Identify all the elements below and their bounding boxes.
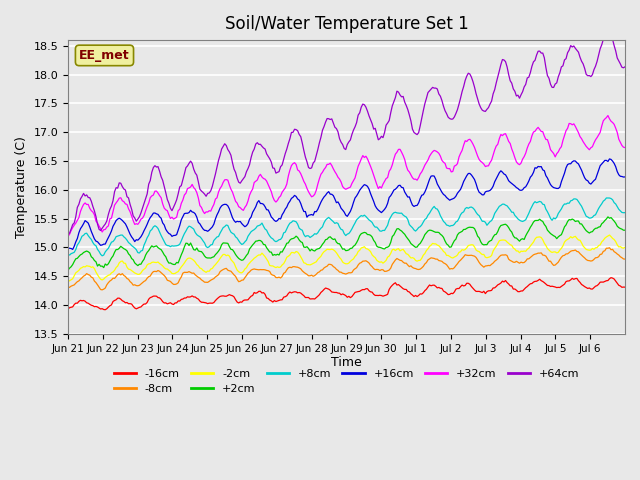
Line: +16cm: +16cm <box>68 159 625 250</box>
+64cm <box>621 64 629 70</box>
-2cm <box>308 262 316 267</box>
+8cm <box>232 234 239 240</box>
-8cm <box>232 274 239 279</box>
+2cm <box>308 246 316 252</box>
+2cm <box>590 227 598 232</box>
+2cm <box>258 239 266 245</box>
-8cm <box>605 245 613 251</box>
X-axis label: Time: Time <box>331 356 362 369</box>
Line: -2cm: -2cm <box>68 235 625 282</box>
-16cm <box>232 297 239 302</box>
+16cm <box>134 237 141 243</box>
+64cm <box>132 218 140 224</box>
+16cm <box>232 219 239 225</box>
+32cm <box>64 233 72 239</box>
-8cm <box>134 283 141 288</box>
Legend: -16cm, -8cm, -2cm, +2cm, +8cm, +16cm, +32cm, +64cm: -16cm, -8cm, -2cm, +2cm, +8cm, +16cm, +3… <box>109 364 584 399</box>
-8cm <box>592 255 600 261</box>
-8cm <box>250 266 258 272</box>
-16cm <box>101 307 109 312</box>
+64cm <box>590 67 598 72</box>
+32cm <box>132 221 140 227</box>
Y-axis label: Temperature (C): Temperature (C) <box>15 136 28 238</box>
+8cm <box>309 232 317 238</box>
+2cm <box>604 214 612 220</box>
+64cm <box>258 144 266 149</box>
+32cm <box>604 113 612 119</box>
+32cm <box>308 194 316 200</box>
-16cm <box>309 296 317 301</box>
+32cm <box>258 174 266 180</box>
+8cm <box>260 223 268 229</box>
+2cm <box>249 242 257 248</box>
Line: +64cm: +64cm <box>68 31 625 234</box>
-2cm <box>249 257 257 263</box>
Text: EE_met: EE_met <box>79 49 130 62</box>
+2cm <box>230 249 238 255</box>
+8cm <box>64 252 72 257</box>
-8cm <box>99 287 106 293</box>
-16cm <box>250 289 258 295</box>
-2cm <box>132 271 140 276</box>
+16cm <box>69 247 77 252</box>
+16cm <box>309 212 317 218</box>
Title: Soil/Water Temperature Set 1: Soil/Water Temperature Set 1 <box>225 15 468 33</box>
-2cm <box>64 279 72 285</box>
Line: -16cm: -16cm <box>68 277 625 310</box>
-8cm <box>621 256 629 262</box>
Line: +32cm: +32cm <box>68 116 625 236</box>
Line: -8cm: -8cm <box>68 248 625 290</box>
+64cm <box>308 165 316 171</box>
+64cm <box>605 28 613 34</box>
+32cm <box>249 186 257 192</box>
+8cm <box>602 195 610 201</box>
+2cm <box>64 267 72 273</box>
-16cm <box>260 290 268 296</box>
+64cm <box>249 149 257 155</box>
+2cm <box>621 228 629 233</box>
+8cm <box>592 212 600 218</box>
-16cm <box>607 275 615 280</box>
+8cm <box>250 227 258 232</box>
+32cm <box>621 144 629 150</box>
-8cm <box>64 285 72 291</box>
-2cm <box>590 246 598 252</box>
-2cm <box>605 232 613 238</box>
Line: +8cm: +8cm <box>68 198 625 256</box>
+16cm <box>250 207 258 213</box>
+32cm <box>230 194 238 200</box>
+64cm <box>230 166 238 172</box>
-16cm <box>592 283 600 289</box>
-2cm <box>258 250 266 256</box>
Line: +2cm: +2cm <box>68 217 625 270</box>
+32cm <box>590 140 598 146</box>
+16cm <box>605 156 613 162</box>
+8cm <box>621 210 629 216</box>
-16cm <box>134 305 141 311</box>
-8cm <box>260 267 268 273</box>
+2cm <box>132 262 140 267</box>
+16cm <box>64 245 72 251</box>
+8cm <box>99 253 106 259</box>
+16cm <box>621 174 629 180</box>
-16cm <box>64 306 72 312</box>
-16cm <box>621 284 629 290</box>
+64cm <box>64 231 72 237</box>
-8cm <box>309 274 317 279</box>
-2cm <box>621 244 629 250</box>
-2cm <box>230 260 238 266</box>
+16cm <box>592 176 600 182</box>
+16cm <box>260 202 268 207</box>
+8cm <box>134 250 141 255</box>
